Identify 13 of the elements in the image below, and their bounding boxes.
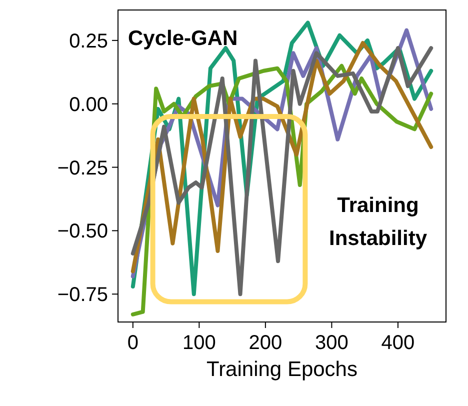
x-tick-label: 100	[182, 332, 216, 354]
x-tick-label: 300	[315, 332, 348, 354]
y-tick-label: 0.25	[69, 30, 108, 52]
x-tick-label: 200	[248, 332, 282, 354]
x-axis-title: Training Epochs	[206, 358, 358, 381]
y-tick-label: −0.25	[57, 157, 108, 180]
x-tick-label: 0	[127, 332, 138, 354]
annotation: Training Instability	[328, 194, 428, 250]
text: Cycle-GAN	[128, 27, 238, 50]
y-tick-label: −0.50	[57, 220, 108, 243]
y-tick-label: 0.00	[69, 94, 108, 116]
x-tick-label: 400	[381, 332, 415, 354]
y-tick-label: −0.75	[57, 284, 108, 306]
